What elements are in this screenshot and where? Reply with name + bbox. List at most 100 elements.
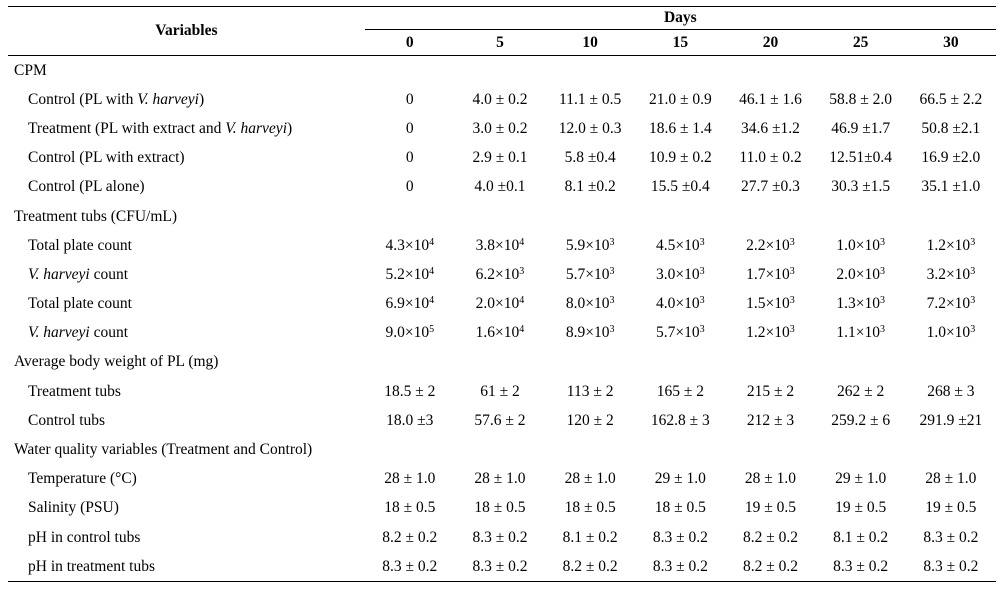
table-cell: 1.6×104	[455, 319, 545, 348]
species-name: V. harveyi	[28, 265, 90, 283]
cell-exponent: 3	[699, 295, 705, 307]
table-cell: 5.7×103	[635, 319, 725, 348]
day-header: 10	[545, 29, 636, 56]
cell-exponent: 4	[429, 236, 435, 248]
row-label: Control tubs	[8, 406, 365, 435]
table-cell: 30.3 ±1.5	[831, 178, 891, 196]
cell-exponent: 3	[879, 324, 885, 336]
table-row: V. harveyi count 9.0×105 1.6×104 8.9×103 5.7…	[8, 319, 996, 348]
table-row: V. harveyi count 5.2×104 6.2×103 5.7×103 3.0…	[8, 260, 996, 289]
table-cell: 18.6 ± 1.4	[648, 119, 712, 137]
table-cell: 1.3×103	[816, 290, 906, 319]
table-cell: 2.9 ± 0.1	[472, 149, 528, 167]
day-header: 15	[635, 29, 726, 56]
table-body: CPM Control (PL with V. harveyi) 0 4.0 ± 0.…	[8, 56, 996, 583]
table-cell: 8.2 ± 0.2	[545, 552, 636, 583]
table-cell: 1.0×103	[816, 231, 906, 260]
row-label: Total plate count	[8, 231, 365, 260]
row-label: Control (PL with V. harveyi)	[8, 85, 365, 114]
table-cell: 8.3 ± 0.2	[472, 528, 528, 546]
cell-mantissa: 1.5×10	[746, 295, 790, 313]
section-row: CPM	[8, 56, 996, 86]
table-cell: 18.5 ± 2	[384, 382, 436, 400]
label-text: )	[198, 90, 205, 108]
table-cell: 2.0×104	[455, 290, 545, 319]
table-row: Control (PL with V. harveyi) 0 4.0 ± 0.2 11…	[8, 85, 996, 114]
table-cell: 18 ± 0.5	[384, 499, 436, 517]
row-label: Salinity (PSU)	[8, 494, 365, 523]
label-text: Total plate count	[28, 295, 132, 313]
table-cell: 259.2 ± 6	[831, 411, 891, 429]
cell-mantissa: 8.9×10	[565, 324, 610, 342]
table-cell: 8.3 ± 0.2	[815, 552, 906, 583]
table-cell: 120 ± 2	[566, 411, 614, 429]
table-row: Treatment tubs 18.5 ± 2 61 ± 2 113 ± 2 165 ±…	[8, 377, 996, 406]
cell-mantissa: 5.7×10	[656, 324, 700, 342]
table-cell: 212 ± 3	[746, 411, 795, 429]
label-text: Salinity (PSU)	[28, 499, 119, 517]
section-row: Average body weight of PL (mg)	[8, 348, 996, 377]
cell-exponent: 3	[879, 295, 885, 307]
cell-mantissa: 4.3×10	[385, 236, 430, 254]
table-cell: 5.8 ±0.4	[564, 149, 616, 167]
table-row: Control (PL alone) 0 4.0 ±0.1 8.1 ±0.2 15.5 …	[8, 173, 996, 202]
table-cell: 35.1 ±1.0	[921, 178, 981, 196]
header-row-days: Variables Days	[8, 6, 996, 56]
table-cell: 8.2 ± 0.2	[742, 528, 798, 546]
cell-mantissa: 1.2×10	[746, 324, 790, 342]
table-cell: 58.8 ± 2.0	[829, 90, 893, 108]
cell-mantissa: 5.7×10	[565, 265, 610, 283]
label-text: pH in control tubs	[28, 528, 141, 546]
table-cell: 162.8 ± 3	[650, 411, 710, 429]
section-title: CPM	[14, 61, 47, 79]
cell-exponent: 3	[609, 324, 615, 336]
table-cell: 4.5×103	[635, 231, 725, 260]
label-text: Control (PL with	[28, 90, 138, 108]
cell-mantissa: 1.6×10	[475, 324, 520, 342]
row-label: Total plate count	[8, 290, 365, 319]
table-cell: 165 ± 2	[656, 382, 704, 400]
section-row: Treatment tubs (CFU/mL)	[8, 202, 996, 231]
cell-exponent: 3	[609, 295, 615, 307]
table-cell: 8.3 ± 0.2	[652, 528, 708, 546]
table-cell: 66.5 ± 2.2	[919, 90, 983, 108]
table-cell: 3.2×103	[906, 260, 996, 289]
cell-exponent: 3	[519, 265, 525, 277]
cell-mantissa: 1.7×10	[746, 265, 790, 283]
cell-mantissa: 4.0×10	[656, 295, 700, 313]
table-cell: 7.2×103	[906, 290, 996, 319]
table-cell: 268 ± 3	[927, 382, 975, 400]
table-cell: 8.0×103	[545, 290, 635, 319]
cell-exponent: 3	[789, 324, 795, 336]
table-cell: 4.0 ± 0.2	[472, 90, 528, 108]
table-cell: 8.3 ± 0.2	[923, 528, 979, 546]
table-cell: 18 ± 0.5	[564, 499, 616, 517]
table-cell: 3.0 ± 0.2	[472, 119, 528, 137]
table-cell: 4.3×104	[365, 231, 455, 260]
cell-exponent: 4	[429, 295, 435, 307]
table-cell: 19 ± 0.5	[925, 499, 977, 517]
table-cell: 6.2×103	[455, 260, 545, 289]
cell-exponent: 3	[879, 236, 885, 248]
table-cell: 5.7×103	[545, 260, 635, 289]
table-row: Total plate count 6.9×104 2.0×104 8.0×103 4.…	[8, 290, 996, 319]
cell-mantissa: 3.8×10	[475, 236, 520, 254]
cell-mantissa: 1.1×10	[836, 324, 880, 342]
table-cell: 16.9 ±2.0	[921, 149, 981, 167]
header-row-day-values: 0 5 10 15 20 25 30	[8, 29, 996, 56]
table-cell: 46.9 ±1.7	[831, 119, 891, 137]
section-title: Average body weight of PL (mg)	[14, 353, 219, 371]
table-cell: 113 ± 2	[566, 382, 614, 400]
table-row: Total plate count 4.3×104 3.8×104 5.9×103 4.…	[8, 231, 996, 260]
table-cell: 27.7 ±0.3	[741, 178, 800, 196]
table-cell: 1.7×103	[725, 260, 815, 289]
table-cell: 8.1 ±0.2	[564, 178, 616, 196]
row-label: Treatment tubs	[8, 377, 365, 406]
section-title: Treatment tubs (CFU/mL)	[14, 207, 178, 225]
cell-mantissa: 2.0×10	[836, 265, 880, 283]
cell-mantissa: 6.2×10	[475, 265, 520, 283]
table-cell: 2.2×103	[725, 231, 815, 260]
table-cell: 34.6 ±1.2	[741, 119, 800, 137]
cell-mantissa: 7.2×10	[926, 295, 971, 313]
cell-mantissa: 1.2×10	[926, 236, 971, 254]
